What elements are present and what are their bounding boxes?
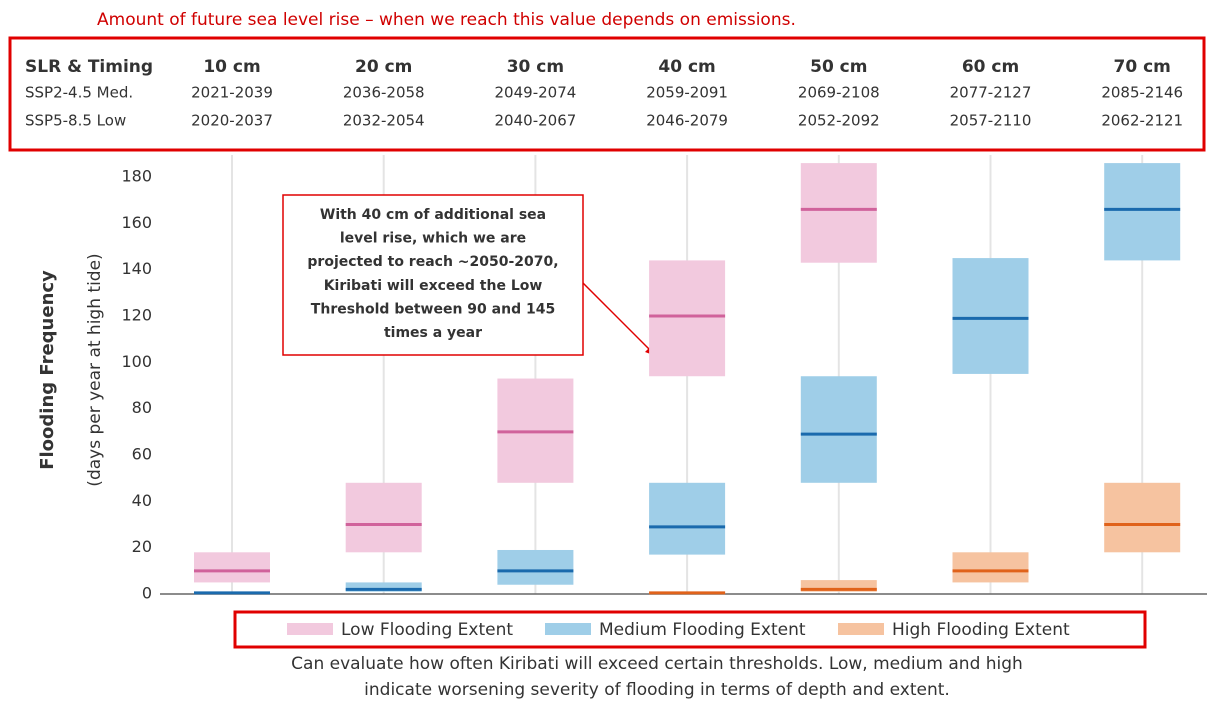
legend-swatch: [287, 623, 333, 635]
range-box: [952, 552, 1029, 583]
legend-box: [233, 610, 1147, 649]
column-header: 70 cm: [1114, 57, 1171, 77]
table-cell: 2040-2067: [495, 112, 577, 130]
callout-arrow: [579, 279, 653, 353]
row-label: SSP2-4.5 Med.: [25, 84, 133, 102]
range-box: [649, 260, 726, 377]
bottom-note: indicate worsening severity of flooding …: [364, 680, 950, 700]
legend-swatch: [545, 623, 591, 635]
column-header: 50 cm: [810, 57, 867, 77]
callout-text: With 40 cm of additional sea: [320, 207, 546, 223]
y-tick-label: 80: [132, 398, 152, 417]
table-cell: 2057-2110: [950, 112, 1032, 130]
y-tick-label: 40: [132, 491, 152, 510]
y-tick-label: 140: [121, 259, 152, 278]
table-cell: 2085-2146: [1101, 84, 1183, 102]
table-cell: 2046-2079: [646, 112, 728, 130]
range-box: [345, 482, 422, 553]
range-box: [952, 258, 1029, 374]
y-tick-label: 0: [142, 584, 152, 603]
table-corner: SLR & Timing: [25, 57, 153, 77]
y-tick-label: 120: [121, 306, 152, 325]
range-box: [497, 549, 574, 585]
callout-text: level rise, which we are: [340, 231, 526, 247]
y-tick-label: 60: [132, 445, 152, 464]
callout-text: Threshold between 90 and 145: [311, 301, 555, 317]
table-cell: 2052-2092: [798, 112, 880, 130]
range-box: [800, 163, 877, 263]
range-box: [1104, 163, 1181, 261]
range-box: [649, 482, 726, 555]
callout-text: Kiribati will exceed the Low: [324, 278, 543, 294]
table-cell: 2036-2058: [343, 84, 425, 102]
table-cell: 2032-2054: [343, 112, 425, 130]
table-cell: 2049-2074: [495, 84, 577, 102]
range-box: [194, 552, 270, 583]
table-cell: 2021-2039: [191, 84, 273, 102]
table-box: [8, 36, 1206, 152]
column-header: 30 cm: [507, 57, 564, 77]
legend-swatch: [838, 623, 884, 635]
legend-label: Low Flooding Extent: [341, 620, 513, 640]
range-box: [800, 376, 877, 483]
range-box: [1104, 482, 1181, 553]
y-tick-label: 100: [121, 352, 152, 371]
range-box: [800, 580, 877, 592]
callout-text: times a year: [384, 325, 482, 341]
table-cell: 2069-2108: [798, 84, 880, 102]
y-tick-label: 180: [121, 167, 152, 186]
table-cell: 2020-2037: [191, 112, 273, 130]
callout-box: [282, 194, 584, 356]
top-note: Amount of future sea level rise – when w…: [97, 10, 796, 30]
table-cell: 2059-2091: [646, 84, 728, 102]
y-axis-title: Flooding Frequency: [37, 270, 58, 470]
legend-label: Medium Flooding Extent: [599, 620, 806, 640]
y-tick-label: 20: [132, 537, 152, 556]
legend-label: High Flooding Extent: [892, 620, 1070, 640]
range-box: [345, 582, 422, 592]
bottom-note: Can evaluate how often Kiribati will exc…: [291, 654, 1023, 674]
table-cell: 2062-2121: [1101, 112, 1183, 130]
column-header: 10 cm: [203, 57, 260, 77]
y-axis-subtitle: (days per year at high tide): [85, 253, 105, 486]
table-cell: 2077-2127: [950, 84, 1032, 102]
column-header: 20 cm: [355, 57, 412, 77]
y-tick-label: 160: [121, 213, 152, 232]
column-header: 60 cm: [962, 57, 1019, 77]
row-label: SSP5-8.5 Low: [25, 112, 126, 130]
column-header: 40 cm: [658, 57, 715, 77]
callout-text: projected to reach ~2050-2070,: [307, 254, 558, 270]
